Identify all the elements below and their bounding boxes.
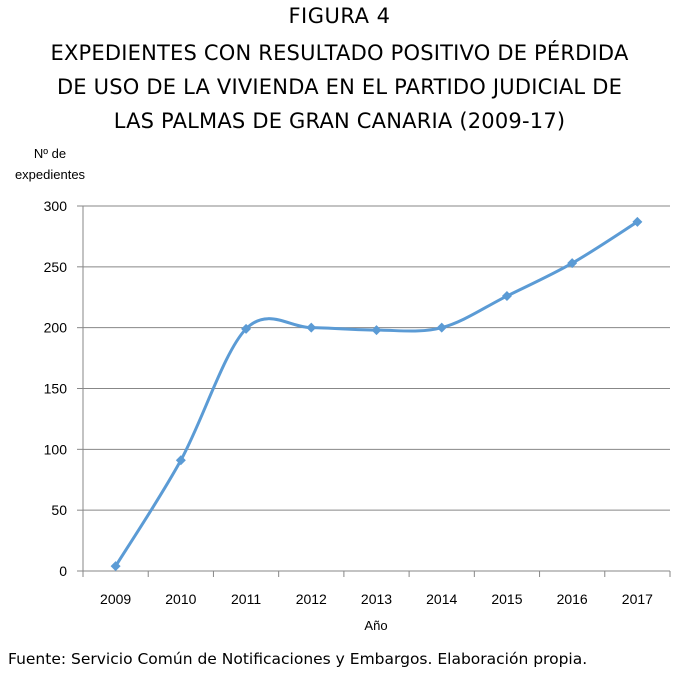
chart-title: EXPEDIENTES CON RESULTADO POSITIVO DE PÉ… [0,36,679,138]
y-axis-title-line-2: expedientes [15,167,86,182]
chart-title-line: EXPEDIENTES CON RESULTADO POSITIVO DE PÉ… [50,41,629,65]
x-tick-label: 2016 [557,591,588,607]
data-point [632,216,643,227]
y-tick-label: 200 [44,320,68,336]
y-axis-title-line-1: Nº de [34,146,66,161]
y-axis-ticks: 0 50 100 150 200 250 300 [44,198,84,579]
x-tick-label: 2014 [426,591,457,607]
data-point [175,455,186,466]
x-axis: 2009 2010 2011 2012 2013 2014 2015 2016 2017 [82,570,671,607]
series-line [114,220,639,568]
y-tick-label: 100 [44,441,68,457]
data-point [567,258,578,269]
x-tick-label: 2012 [296,591,327,607]
y-tick-label: 300 [44,198,68,214]
x-tick-label: 2009 [100,591,131,607]
data-point [436,322,447,333]
x-tick-label: 2017 [622,591,653,607]
y-tick-label: 250 [44,259,68,275]
line-chart: Nº de expedientes 0 50 100 150 200 250 300 200… [15,146,671,633]
x-tick-label: 2011 [231,591,261,607]
data-point [501,291,512,302]
data-markers [110,216,643,572]
y-tick-label: 0 [59,563,67,579]
data-point [110,561,121,572]
x-tick-label: 2013 [361,591,392,607]
x-tick-label: 2010 [165,591,196,607]
data-point [371,325,382,336]
data-point [306,322,317,333]
x-axis-title: Año [364,618,387,633]
gridlines [83,205,670,511]
y-tick-label: 150 [44,381,68,397]
y-tick-label: 50 [51,502,67,518]
x-tick-label: 2015 [491,591,522,607]
source-note: Fuente: Servicio Común de Notificaciones… [8,650,588,668]
data-point [241,323,252,334]
chart-title-line: LAS PALMAS DE GRAN CANARIA (2009-17) [113,109,566,133]
chart-title-line: DE USO DE LA VIVIENDA EN EL PARTIDO JUDI… [56,75,623,99]
figure-label: FIGURA 4 [288,4,391,28]
